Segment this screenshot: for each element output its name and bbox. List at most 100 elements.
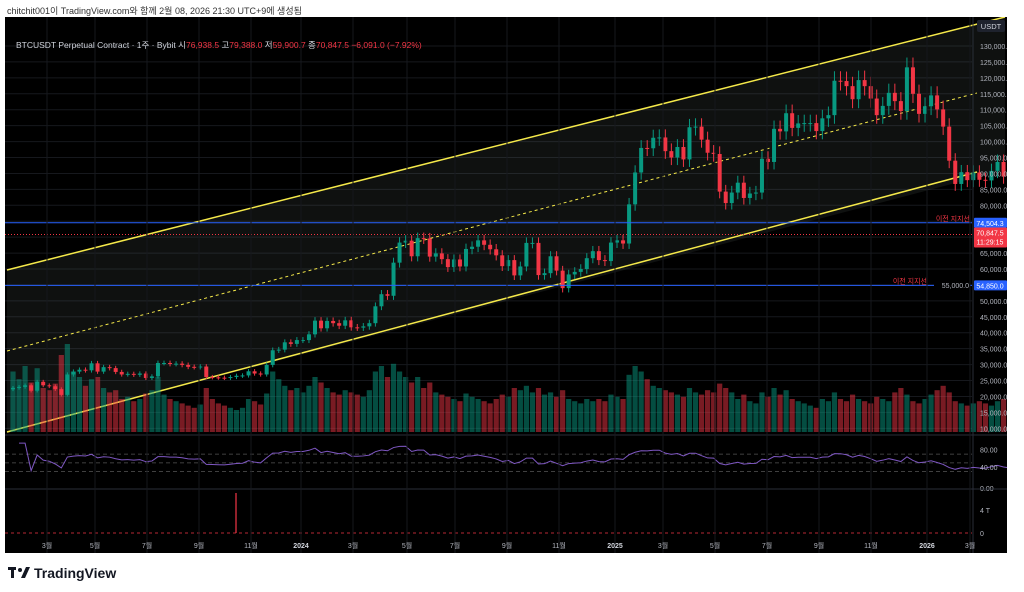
candle-body [319,320,324,329]
volume-bar [880,399,886,432]
candle-body [554,256,559,271]
candle-body [560,270,565,289]
candle [470,241,475,255]
candle [778,120,783,140]
candle [929,86,934,116]
price-axis-label: 80,000.0 [980,203,1007,210]
candle-body [892,92,897,102]
candle [276,346,281,354]
volume-bar [324,388,330,432]
candle [880,97,885,124]
volume-bar [119,399,125,432]
candle-body [808,123,813,125]
candle [699,118,704,148]
candle-body [41,381,46,386]
candle-body [687,127,692,160]
chart-caption: chitchit001이 TradingView.com와 함께 2월 08, … [7,6,302,16]
volume-bar [886,401,892,432]
candle [35,379,40,393]
candle-body [983,179,988,181]
candle [651,129,656,157]
candle-body [162,363,166,365]
last-price-label: 70,847.5 [976,230,1003,237]
candle-body [264,364,269,375]
candle-body [530,242,535,244]
candle-body [947,126,952,161]
candle-body [856,80,861,100]
volume-bar [40,388,46,432]
candle [367,319,372,330]
candle [892,83,897,111]
candle [198,364,203,370]
volume-bar [76,377,83,432]
volume-bar [191,407,197,432]
volume-bar [747,401,753,432]
candle-body [470,246,475,249]
price-channel [6,17,1006,433]
candle-body [741,182,746,198]
volume-bar [650,385,656,432]
candle-body [119,371,124,375]
time-axis-label: 5월 [402,541,412,550]
volume-bar [789,399,795,432]
candle-body [113,368,118,372]
volume-bar [22,366,28,432]
candle-body [343,320,348,326]
candle [772,120,777,170]
volume-bar [572,401,578,432]
price-axis-label: 90,000.0 [980,171,1007,178]
volume-bar [463,393,469,432]
candle [766,151,770,170]
candle [325,317,330,332]
volume-bar [578,403,584,432]
volume-bar [904,394,910,432]
candle-body [536,242,541,276]
candle [747,186,752,205]
volume-bar [10,371,16,432]
candle-body [222,377,227,379]
close-label: 종 [308,40,316,50]
candle-body [397,242,402,263]
candle [216,375,221,380]
candle-body [524,242,529,267]
candle [319,317,324,332]
candle [234,373,239,380]
brand-label: TradingView [34,565,117,581]
candle-body [759,158,764,193]
volume-bar [233,410,240,432]
candle-body [904,67,909,111]
candle [379,290,384,311]
candle [457,254,462,272]
candle [500,250,505,272]
volume-bar [161,394,167,432]
candle-body [621,240,626,244]
candle-body [548,256,553,274]
candle [162,360,166,366]
candle-body [874,98,879,116]
candle [850,76,855,109]
candle-body [699,126,704,140]
volume-bar [82,385,89,432]
candle-body [288,342,293,344]
candle-body [923,106,928,114]
volume-bar [856,399,862,432]
candle-body [77,369,82,372]
time-axis-label: 11월 [864,541,878,550]
volume-bar [101,388,107,432]
candle-body [681,146,686,160]
candle [95,360,100,374]
candle [427,232,432,262]
currency-badge [977,20,1005,32]
candle-body [838,80,843,82]
symbol-label: BTCUSDT Perpetual Contract · 1주 · Bybit [16,40,176,50]
candle-body [657,137,662,139]
price-axis-label-bg [934,280,970,290]
volume-bar [759,392,765,432]
candle [705,131,710,161]
price-axis-label: 110,000.0 [980,108,1007,115]
candle [917,84,921,123]
candle [669,143,674,166]
candle-body [717,154,722,192]
